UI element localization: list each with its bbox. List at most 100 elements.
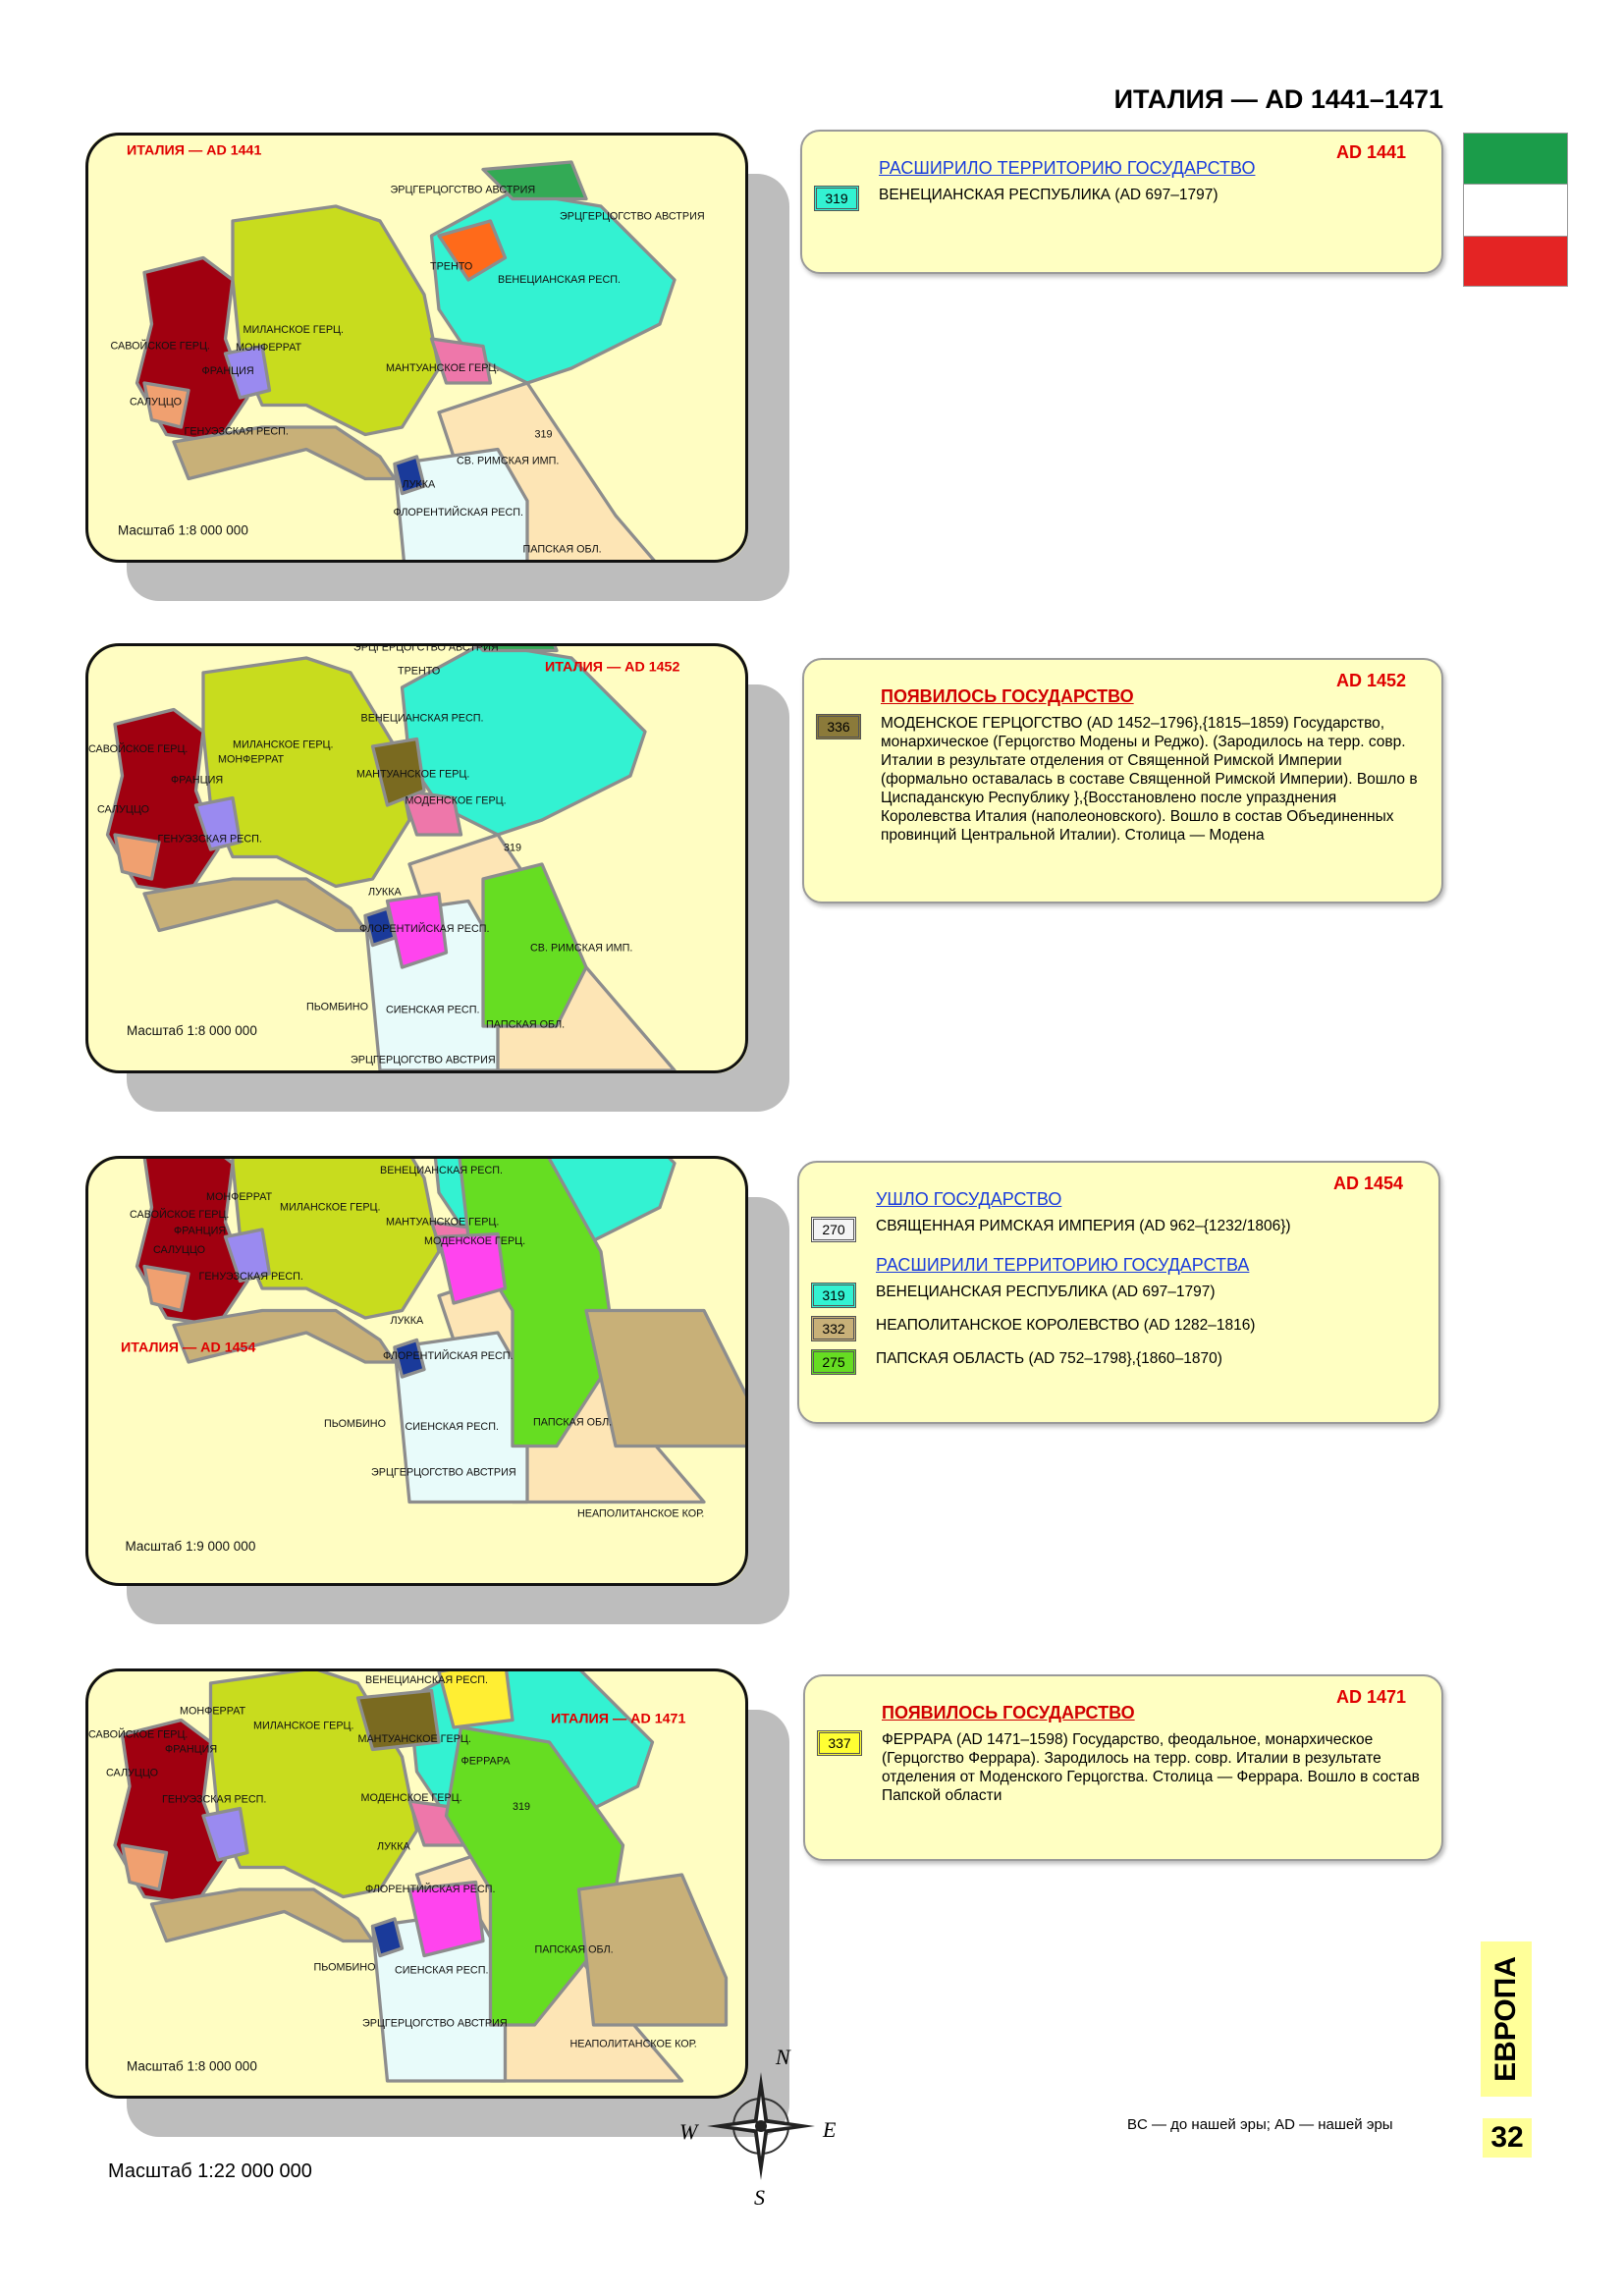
map-label: ФРАНЦИЯ bbox=[171, 775, 223, 787]
map-regions bbox=[113, 1668, 729, 2083]
map-title: ИТАЛИЯ — AD 1471 bbox=[551, 1712, 685, 1727]
map-label: МИЛАНСКОЕ ГЕРЦ. bbox=[233, 739, 334, 751]
map-label: ПЬОМБИНО bbox=[314, 1962, 376, 1974]
map-label: МАНТУАНСКОЕ ГЕРЦ. bbox=[386, 1217, 499, 1229]
region bbox=[231, 1156, 441, 1320]
map-label: МОДЕНСКОЕ ГЕРЦ. bbox=[424, 1235, 525, 1247]
map-label: МАНТУАНСКОЕ ГЕРЦ. bbox=[358, 1733, 471, 1745]
page-number: 32 bbox=[1483, 2118, 1532, 2158]
map-label: ФЕРРАРА bbox=[461, 1756, 512, 1768]
info-box: AD 1452 ПОЯВИЛОСЬ ГОСУДАРСТВО 336 МОДЕНСКОЕ… bbox=[802, 658, 1443, 903]
map-title: ИТАЛИЯ — AD 1454 bbox=[121, 1340, 255, 1356]
map-label: ФРАНЦИЯ bbox=[202, 365, 254, 377]
state-text: НЕАПОЛИТАНСКОЕ КОРОЛЕВСТВО (AD 1282–1816… bbox=[876, 1317, 1256, 1334]
map-label: САВОЙСКОЕ ГЕРЦ. bbox=[88, 1728, 188, 1741]
panel-border bbox=[85, 1668, 748, 2099]
region bbox=[429, 337, 493, 385]
map-label: САВОЙСКОЕ ГЕРЦ. bbox=[88, 742, 188, 755]
info-box: AD 1454 УШЛО ГОСУДАРСТВО 270 СВЯЩЕННАЯ РИМС… bbox=[797, 1161, 1440, 1424]
map-label: ПЬОМБИНО bbox=[324, 1418, 386, 1430]
map-panel: ЭРЦГЕРЦОГСТВО АВСТРИЯ ЭРЦГЕРЦОГСТВО АВСТР… bbox=[85, 133, 789, 601]
state-text: СВЯЩЕННАЯ РИМСКАЯ ИМПЕРИЯ (AD 962–{1232/… bbox=[876, 1218, 1291, 1234]
info-entry: 337 ФЕРРАРА (AD 1471–1598) Государство, ф… bbox=[817, 1730, 1420, 1805]
map-label: НЕАПОЛИТАНСКОЕ КОР. bbox=[577, 1508, 704, 1520]
state-text: ВЕНЕЦИАНСКАЯ РЕСПУБЛИКА (AD 697–1797) bbox=[876, 1284, 1216, 1300]
map-label: ЛУККА bbox=[377, 1841, 410, 1853]
compass: N E W S bbox=[679, 2045, 837, 2210]
region bbox=[393, 455, 426, 496]
footnote: BC — до нашей эры; AD — нашей эры bbox=[1127, 2116, 1393, 2133]
flag bbox=[1463, 133, 1568, 287]
map-label: ФЛОРЕНТИЙСКАЯ РЕСП. bbox=[383, 1349, 514, 1362]
region bbox=[370, 1917, 405, 1958]
map-title: ИТАЛИЯ — AD 1452 bbox=[545, 660, 679, 676]
info-entry: 319 ВЕНЕЦИАНСКАЯ РЕСПУБЛИКА (AD 697–1797) bbox=[814, 186, 1420, 211]
region bbox=[481, 862, 588, 1028]
map-scale: Масштаб 1:8 000 000 bbox=[118, 523, 248, 538]
map-label: МОНФЕРРАТ bbox=[218, 754, 285, 766]
map-label: САЛУЦЦО bbox=[153, 1244, 205, 1256]
info-heading: ПОЯВИЛОСЬ ГОСУДАРСТВО bbox=[881, 686, 1134, 706]
map-label: САВОЙСКОЕ ГЕРЦ. bbox=[130, 1208, 229, 1221]
region bbox=[120, 1843, 169, 1891]
map-label: ТРЕНТО bbox=[430, 261, 472, 273]
map-label: МИЛАНСКОЕ ГЕРЦ. bbox=[280, 1202, 381, 1214]
region bbox=[231, 204, 441, 437]
region bbox=[142, 877, 367, 933]
info-year: AD 1452 bbox=[1335, 671, 1406, 690]
map-label: СВ. РИМСКАЯ ИМП. bbox=[530, 943, 632, 955]
info-year: AD 1454 bbox=[1332, 1174, 1403, 1193]
region bbox=[149, 1887, 375, 1943]
region bbox=[407, 1880, 485, 1958]
state-code: 319 bbox=[814, 186, 859, 211]
map-label: САЛУЦЦО bbox=[97, 804, 149, 816]
map-panel: ВЕНЕЦИАНСКАЯ РЕСП. МОНФЕРРАТ САВОЙСКОЕ ГЕР… bbox=[85, 1156, 789, 1624]
info-heading: ПОЯВИЛОСЬ ГОСУДАРСТВО bbox=[882, 1703, 1135, 1722]
state-text: МОДЕНСКОЕ ГЕРЦОГСТВО (AD 1452–1796},{181… bbox=[881, 715, 1418, 844]
panel-border bbox=[85, 133, 748, 563]
region bbox=[172, 425, 397, 481]
map-label: 319 bbox=[513, 1801, 530, 1813]
map-label: МАНТУАНСКОЕ ГЕРЦ. bbox=[386, 362, 499, 374]
info-entry: 336 МОДЕНСКОЕ ГЕРЦОГСТВО (AD 1452–1796},{… bbox=[816, 714, 1420, 845]
map-label: МОНФЕРРАТ bbox=[206, 1191, 273, 1203]
map-panel: ВЕНЕЦИАНСКАЯ РЕСП. МОНФЕРРАТ САВОЙСКОЕ ГЕР… bbox=[85, 1668, 789, 2137]
map-label: ПЬОМБИНО bbox=[306, 1002, 368, 1013]
map-label: МОДЕНСКОЕ ГЕРЦ. bbox=[361, 1792, 462, 1804]
map-label: ФЛОРЕНТИЙСКАЯ РЕСП. bbox=[359, 922, 490, 935]
map-label: ФЛОРЕНТИЙСКАЯ РЕСП. bbox=[394, 506, 524, 519]
region bbox=[385, 892, 449, 969]
region-label: ЕВРОПА bbox=[1489, 1956, 1522, 2082]
region bbox=[437, 1231, 508, 1305]
regions bbox=[105, 643, 677, 1072]
state-text: ВЕНЕЦИАНСКАЯ РЕСПУБЛИКА (AD 697–1797) bbox=[879, 187, 1218, 203]
state-code: 270 bbox=[811, 1217, 856, 1242]
map-label: ЭРЦГЕРЦОГСТВО АВСТРИЯ bbox=[371, 1467, 516, 1479]
map-label: МОНФЕРРАТ bbox=[236, 342, 302, 354]
info-heading: УШЛО ГОСУДАРСТВО bbox=[876, 1189, 1062, 1209]
map-label: ЛУККА bbox=[368, 887, 402, 899]
map-label: ЭРЦГЕРЦОГСТВО АВСТРИЯ bbox=[351, 1055, 496, 1066]
map-label: САВОЙСКОЕ ГЕРЦ. bbox=[111, 340, 210, 353]
map-label: ЛУККА bbox=[391, 1315, 424, 1327]
region bbox=[223, 1228, 272, 1284]
map-label: ГЕНУЭЗСКАЯ РЕСП. bbox=[158, 834, 262, 846]
region-tab: ЕВРОПА bbox=[1481, 1941, 1532, 2097]
map-label: МИЛАНСКОЕ ГЕРЦ. bbox=[244, 324, 345, 336]
state-text: ФЕРРАРА (AD 1471–1598) Государство, феод… bbox=[882, 1731, 1420, 1804]
region bbox=[437, 1668, 514, 1729]
region bbox=[201, 1806, 249, 1862]
map-label: ЭРЦГЕРЦОГСТВО АВСТРИЯ bbox=[353, 643, 499, 654]
region bbox=[172, 1308, 397, 1364]
info-entry: 319 ВЕНЕЦИАНСКАЯ РЕСПУБЛИКА (AD 697–1797) bbox=[811, 1283, 1417, 1308]
regions bbox=[135, 1156, 748, 1504]
map-label: ЭРЦГЕРЦОГСТВО АВСТРИЯ bbox=[560, 211, 705, 223]
compass-s: S bbox=[754, 2185, 765, 2210]
map-label: НЕАПОЛИТАНСКОЕ КОР. bbox=[570, 2039, 697, 2050]
panel-border bbox=[85, 643, 748, 1073]
state-code: 319 bbox=[811, 1283, 856, 1308]
map-label: ГЕНУЭЗСКАЯ РЕСП. bbox=[185, 426, 289, 438]
region bbox=[193, 795, 243, 851]
map-label: ФЛОРЕНТИЙСКАЯ РЕСП. bbox=[365, 1883, 496, 1895]
